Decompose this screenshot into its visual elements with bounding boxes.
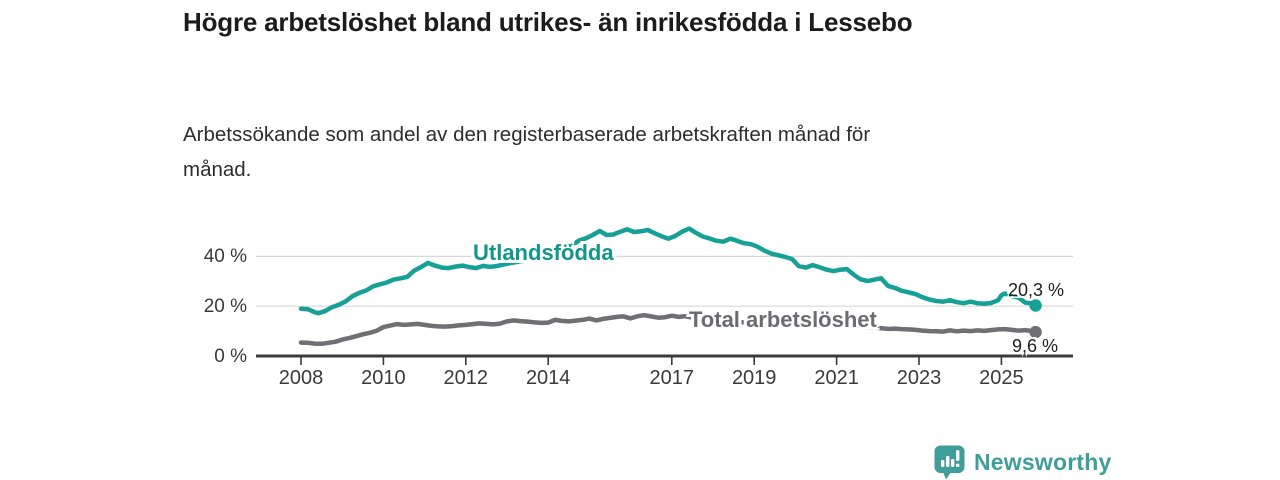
y-tick-label: 20 % [203,296,247,318]
end-value-label-utlandsfodda: 20,3 % [1008,280,1065,300]
x-tick-label: 2023 [896,367,942,389]
newsworthy-logo: Newsworthy [934,444,1111,480]
x-tick-label: 2019 [731,367,777,389]
x-tick-label: 2014 [525,367,571,389]
x-tick-label: 2012 [443,367,489,389]
y-axis-labels: 0 % 20 % 40 % [178,0,247,480]
x-tick-label: 2025 [979,367,1024,389]
x-tick-label: 2008 [278,367,324,389]
chart-title: Högre arbetslöshet bland utrikes- än inr… [183,7,913,37]
series-end-dot-0 [1029,299,1042,312]
x-tick-label: 2017 [649,367,695,389]
series-label-utlandsfodda: Utlandsfödda [473,240,614,265]
bar-chart-speech-bubble-icon [934,445,965,479]
series-line-1 [298,312,1038,347]
x-tick-label: 2021 [814,367,859,389]
y-tick-label: 0 % [214,346,247,367]
brand-name: Newsworthy [974,448,1112,475]
end-value-label-total: 9,6 % [1012,336,1059,356]
series-label-total-arbetsloshet: Total arbetslöshet [689,307,877,332]
series-end-dot-1 [1029,325,1042,339]
chart-subtitle: Arbetssökande som andel av den registerb… [183,123,871,182]
series-line-0 [298,226,1038,316]
y-tick-label: 40 % [203,246,247,268]
x-tick-label: 2010 [361,367,406,389]
